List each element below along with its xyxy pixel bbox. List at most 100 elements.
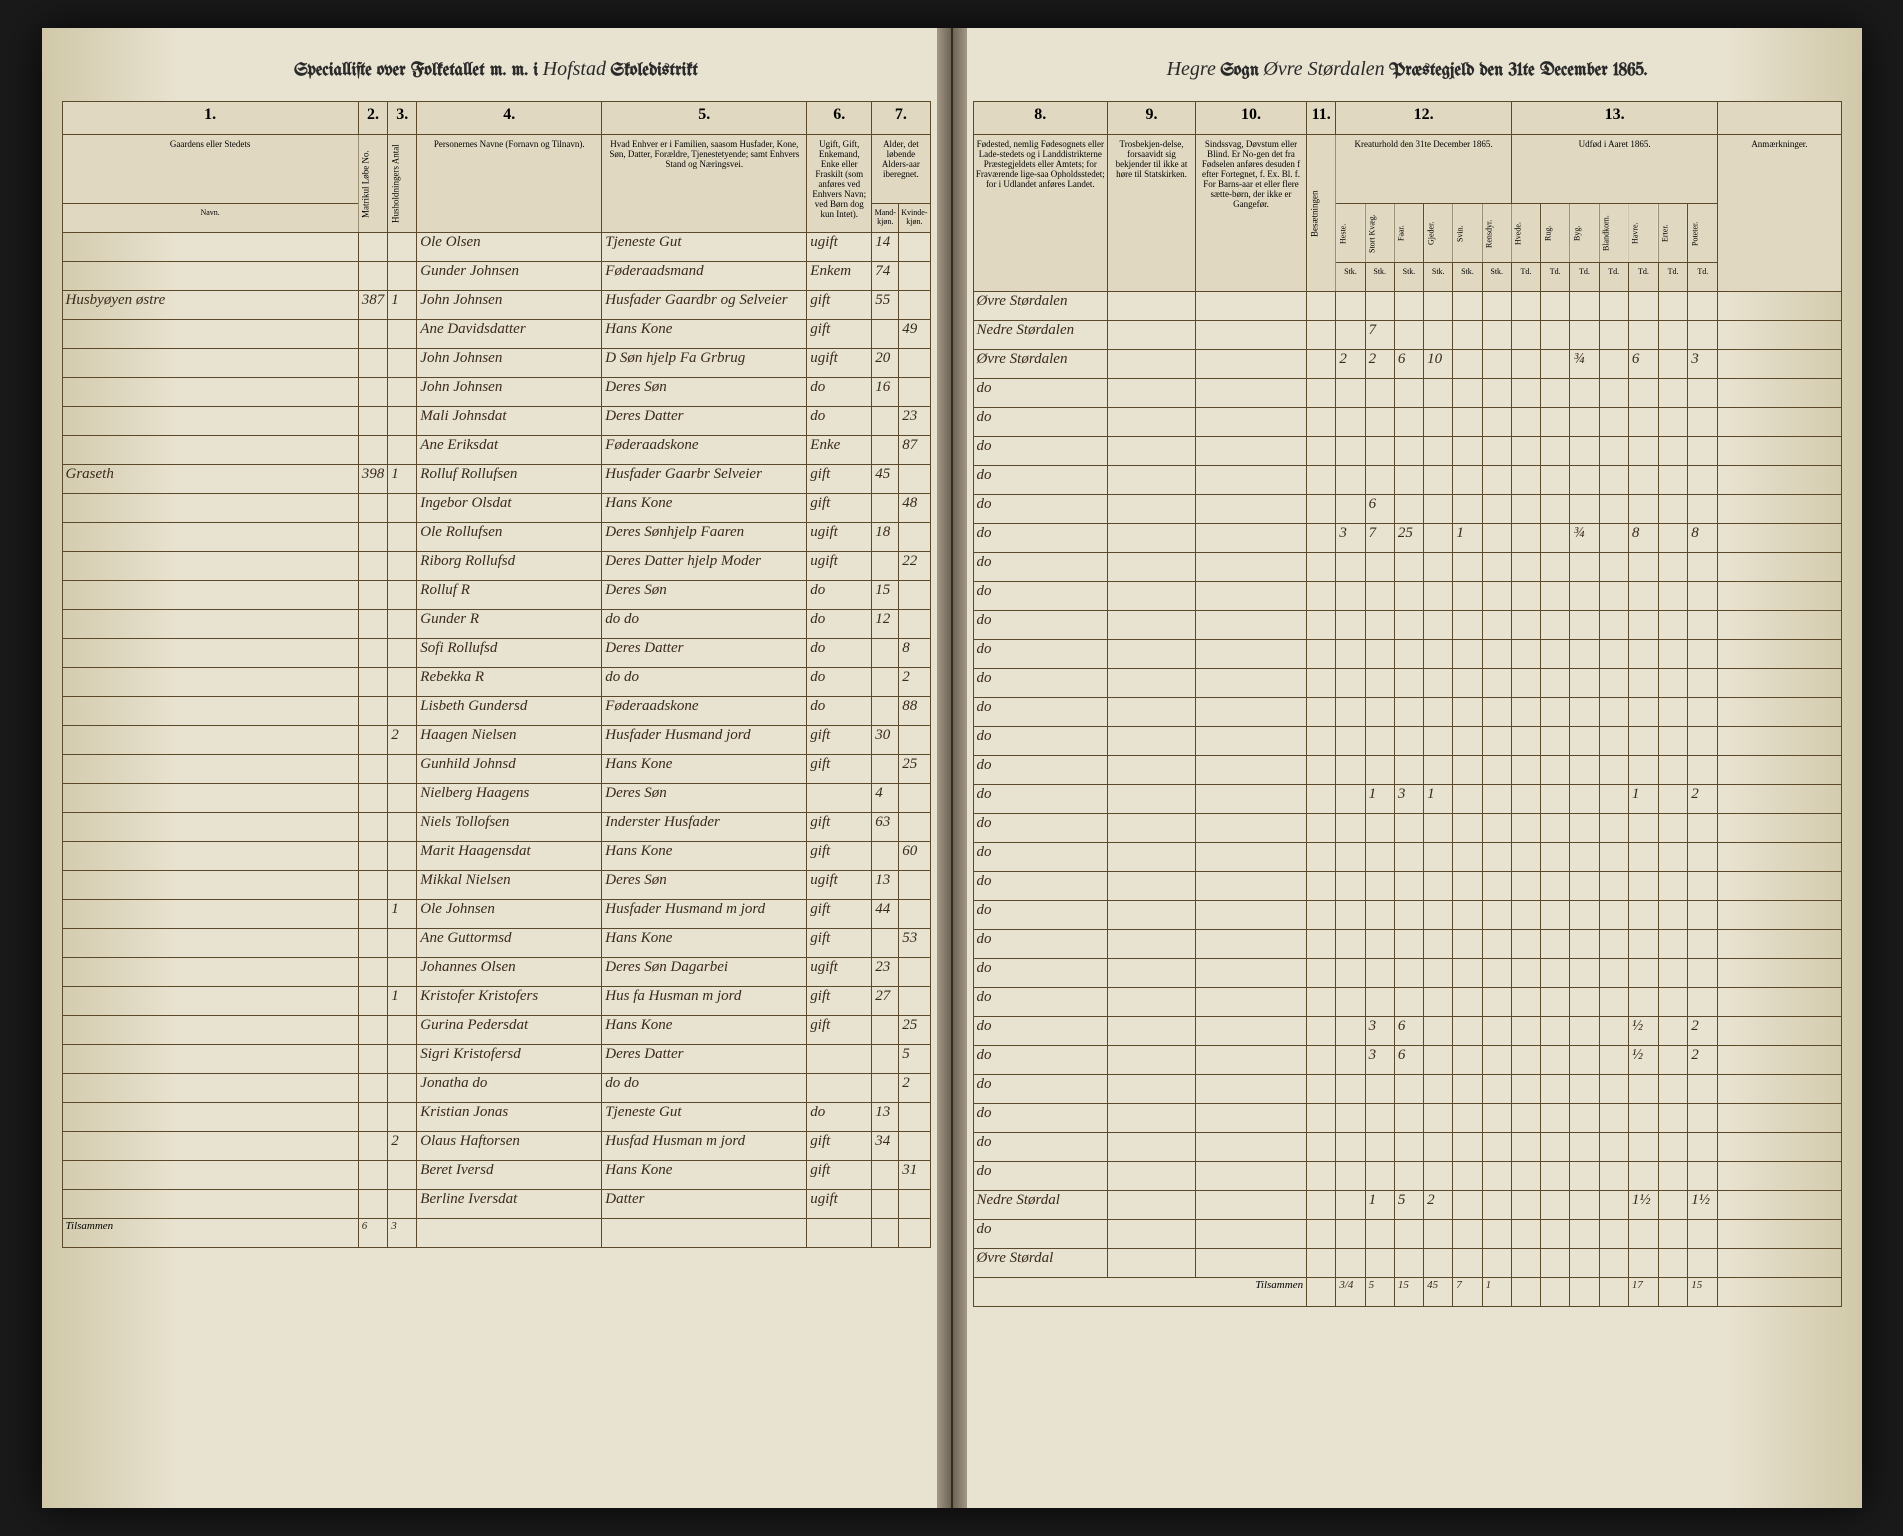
district-name: Hofstad: [543, 58, 606, 80]
crop-cell: [1541, 872, 1570, 901]
birthplace-cell: do: [973, 1046, 1108, 1075]
sogn-label: Sogn: [1220, 61, 1259, 80]
age-m-cell: 74: [872, 262, 899, 291]
livestock-cell: [1365, 756, 1394, 785]
remarks-cell: [1718, 582, 1841, 611]
crop-cell: [1570, 321, 1599, 350]
birthplace-cell: do: [973, 669, 1108, 698]
right-footer-row: Tilsammen 3/4 5 15 45 7 1 17 15: [973, 1278, 1841, 1307]
remarks-cell: [1718, 1162, 1841, 1191]
crop-cell: [1599, 408, 1628, 437]
household-cell: [388, 610, 417, 639]
right-header: Hegre Sogn Øvre Størdalen Præstegjeld de…: [973, 58, 1842, 81]
religion-cell: [1108, 1017, 1196, 1046]
disability-cell: [1195, 785, 1306, 814]
crop-cell: [1599, 901, 1628, 930]
name-cell: Haagen Nielsen: [417, 726, 602, 755]
crop-cell: [1599, 321, 1628, 350]
livestock-cell: [1453, 553, 1482, 582]
beset-cell: [1307, 988, 1336, 1017]
household-cell: [388, 1045, 417, 1074]
unit-header: Td.: [1658, 263, 1687, 292]
crop-cell: [1628, 698, 1658, 727]
role-cell: Føderaadskone: [602, 697, 807, 726]
crop-cell: [1570, 495, 1599, 524]
livestock-cell: [1482, 1017, 1511, 1046]
table-row: Ane DavidsdatterHans Konegift49: [62, 320, 930, 349]
disability-cell: [1195, 1104, 1306, 1133]
column-numbers-row: 1. 2. 3. 4. 5. 6. 7.: [62, 102, 930, 135]
status-cell: gift: [807, 320, 872, 349]
livestock-cell: [1365, 727, 1394, 756]
col-crops: Udfød i Aaret 1865.: [1511, 135, 1718, 204]
status-cell: do: [807, 1103, 872, 1132]
crop-cell: [1511, 872, 1540, 901]
crop-cell: [1541, 437, 1570, 466]
religion-cell: [1108, 1104, 1196, 1133]
crop-cell: [1658, 785, 1687, 814]
religion-cell: [1108, 901, 1196, 930]
table-row: do: [973, 379, 1841, 408]
farm-cell: Graseth: [62, 465, 358, 494]
livestock-cell: [1424, 1075, 1453, 1104]
household-cell: [388, 1103, 417, 1132]
name-cell: Ole Rollufsen: [417, 523, 602, 552]
role-cell: Hans Kone: [602, 1016, 807, 1045]
status-cell: do: [807, 668, 872, 697]
disability-cell: [1195, 553, 1306, 582]
birthplace-cell: do: [973, 843, 1108, 872]
crop-cell: [1599, 495, 1628, 524]
livestock-cell: [1482, 553, 1511, 582]
livestock-cell: [1336, 988, 1365, 1017]
livestock-cell: [1394, 640, 1423, 669]
status-cell: ugift: [807, 871, 872, 900]
crop-cell: [1658, 930, 1687, 959]
matrikul-cell: [358, 697, 388, 726]
age-k-cell: [899, 900, 930, 929]
crop-cell: [1511, 611, 1540, 640]
age-k-cell: 25: [899, 1016, 930, 1045]
name-cell: Ane Eriksdat: [417, 436, 602, 465]
livestock-cell: 7: [1365, 321, 1394, 350]
religion-cell: [1108, 524, 1196, 553]
crop-cell: [1688, 495, 1718, 524]
col-religion: Trosbekjen-delse, forsaavidt sig bekjend…: [1108, 135, 1196, 292]
livestock-cell: [1424, 379, 1453, 408]
livestock-cell: [1482, 1162, 1511, 1191]
religion-cell: [1108, 408, 1196, 437]
livestock-cell: [1424, 901, 1453, 930]
farm-cell: [62, 726, 358, 755]
household-cell: 1: [388, 291, 417, 320]
matrikul-cell: [358, 552, 388, 581]
crop-cell: [1658, 611, 1687, 640]
col-role: Hvad Enhver er i Familien, saasom Husfad…: [602, 135, 807, 233]
religion-cell: [1108, 930, 1196, 959]
livestock-cell: [1482, 1133, 1511, 1162]
crop-cell: [1658, 959, 1687, 988]
age-k-cell: [899, 465, 930, 494]
table-row: do37251¾88: [973, 524, 1841, 553]
farm-cell: [62, 349, 358, 378]
crop-cell: [1688, 669, 1718, 698]
livestock-cell: [1365, 930, 1394, 959]
crop-cell: [1628, 553, 1658, 582]
household-cell: [388, 407, 417, 436]
crop-cell: [1511, 669, 1540, 698]
age-m-cell: [872, 697, 899, 726]
crop-cell: [1511, 901, 1540, 930]
beset-cell: [1307, 1133, 1336, 1162]
crop-cell: [1658, 350, 1687, 379]
crop-cell: [1658, 756, 1687, 785]
age-k-cell: [899, 1103, 930, 1132]
livestock-cell: [1424, 582, 1453, 611]
remarks-cell: [1718, 698, 1841, 727]
crop-cell: [1511, 1133, 1540, 1162]
crop-cell: [1511, 1075, 1540, 1104]
livestock-cell: [1394, 988, 1423, 1017]
crop-cell: [1541, 640, 1570, 669]
table-row: Rolluf RDeres Søndo15: [62, 581, 930, 610]
crop-cell: [1658, 1104, 1687, 1133]
col-age: Alder, det løbende Alders-aar iberegnet.: [872, 135, 930, 204]
crop-cell: [1628, 437, 1658, 466]
age-m-cell: 63: [872, 813, 899, 842]
